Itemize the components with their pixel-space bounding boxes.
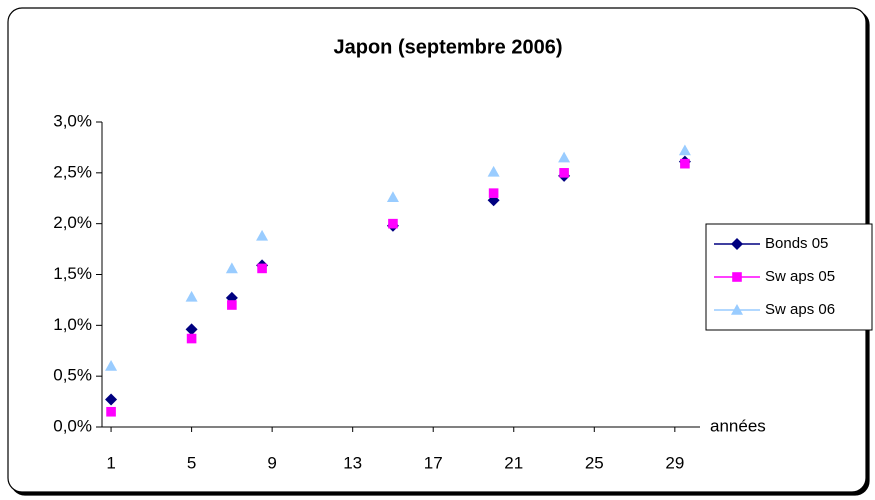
x-tick-label: 21 xyxy=(504,453,523,472)
marker xyxy=(386,191,399,203)
x-tick-label: 29 xyxy=(665,453,684,472)
legend-marker xyxy=(731,304,743,315)
marker xyxy=(558,151,571,163)
x-tick-label: 17 xyxy=(424,453,443,472)
marker xyxy=(225,262,238,274)
marker xyxy=(185,290,198,302)
y-tick-label: 3,0% xyxy=(53,111,92,130)
legend-label: Bonds 05 xyxy=(765,235,828,252)
marker xyxy=(388,218,398,229)
legend-label: Sw aps 05 xyxy=(765,268,835,285)
marker xyxy=(257,263,267,274)
legend-marker xyxy=(731,238,743,250)
marker xyxy=(106,406,116,417)
y-tick-label: 1,5% xyxy=(53,264,92,283)
marker xyxy=(227,300,237,310)
y-tick-label: 0,0% xyxy=(53,416,92,435)
marker xyxy=(105,360,118,371)
x-tick-label: 9 xyxy=(267,453,276,472)
marker xyxy=(105,393,118,406)
legend: Bonds 05 Sw aps 05 Sw aps 06 xyxy=(714,235,835,318)
y-tick-label: 2,0% xyxy=(53,213,92,232)
legend-label: Sw aps 06 xyxy=(765,301,835,318)
y-tick-label: 2,5% xyxy=(53,162,92,181)
marker xyxy=(680,158,690,169)
x-tick-label: 5 xyxy=(187,453,196,472)
chart-title: Japon (septembre 2006) xyxy=(334,36,563,58)
x-axis-label: années xyxy=(710,416,766,435)
x-tick-label: 25 xyxy=(585,453,604,472)
legend-marker xyxy=(732,272,742,282)
x-tick-label: 1 xyxy=(106,453,115,472)
y-tick-label: 1,0% xyxy=(53,315,92,334)
marker xyxy=(488,188,499,198)
marker xyxy=(559,168,569,178)
marker xyxy=(186,333,197,344)
marker xyxy=(185,323,198,336)
marker xyxy=(256,229,269,241)
marker xyxy=(678,144,691,156)
marker xyxy=(487,165,500,177)
x-tick-label: 13 xyxy=(343,453,362,472)
y-tick-label: 0,5% xyxy=(53,366,92,385)
